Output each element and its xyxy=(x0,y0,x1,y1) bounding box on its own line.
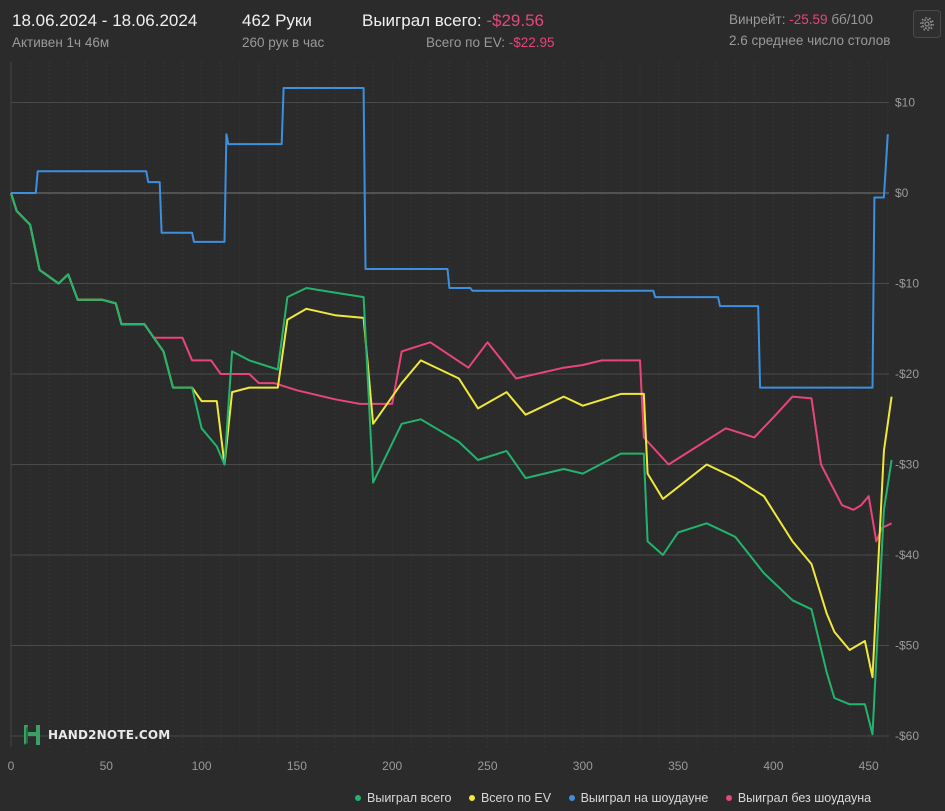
legend-won-total[interactable]: Выиграл всего xyxy=(355,791,451,805)
series-line-3 xyxy=(10,192,893,736)
legend-showdown-label: Выиграл на шоудауне xyxy=(580,791,709,805)
winrate-unit: бб/100 xyxy=(831,12,874,27)
settings-button[interactable] xyxy=(913,10,941,38)
legend-won-total-marker xyxy=(355,794,361,801)
legend-non-showdown[interactable]: Выиграл без шоудауна xyxy=(725,791,872,805)
chart-legend: Выиграл всего Всего по EV Выиграл на шоу… xyxy=(355,791,871,805)
ev-total-value: -$22.95 xyxy=(508,35,555,50)
x-tick-label: 200 xyxy=(382,759,402,773)
won-total-value: -$29.56 xyxy=(486,11,545,30)
y-tick-label: -$50 xyxy=(895,639,919,653)
y-tick-label: -$10 xyxy=(895,277,919,291)
hand2note-logo: HAND2NOTE.COM xyxy=(22,724,170,746)
won-total-label: Выиграл всего: xyxy=(362,11,482,30)
legend-showdown-marker xyxy=(568,794,575,801)
y-tick-label: -$40 xyxy=(895,548,919,562)
legend-ev-marker xyxy=(468,794,475,801)
winrate: Винрейт: -25.59 бб/100 xyxy=(729,12,873,27)
legend-ev-label: Всего по EV xyxy=(480,791,552,805)
winrate-value: -25.59 xyxy=(789,12,828,27)
x-tick-label: 150 xyxy=(287,759,307,773)
legend-won-total-label: Выиграл всего xyxy=(367,791,452,805)
x-tick-label: 0 xyxy=(8,759,15,773)
y-tick-label: -$20 xyxy=(895,367,919,381)
y-tick-label: $10 xyxy=(895,96,915,110)
legend-non-showdown-marker xyxy=(725,794,732,801)
avg-tables: 2.6 среднее число столов xyxy=(729,33,891,48)
y-tick-label: $0 xyxy=(895,186,909,200)
winrate-label: Винрейт: xyxy=(729,12,786,27)
hand2note-logo-icon xyxy=(24,725,40,745)
legend-showdown[interactable]: Выиграл на шоудауне xyxy=(568,791,709,805)
x-tick-label: 100 xyxy=(192,759,212,773)
won-total: Выиграл всего: -$29.56 xyxy=(362,11,544,31)
y-tick-label: -$30 xyxy=(895,458,919,472)
x-tick-label: 300 xyxy=(573,759,593,773)
legend-non-showdown-label: Выиграл без шоудауна xyxy=(737,791,872,805)
date-range: 18.06.2024 - 18.06.2024 xyxy=(12,11,198,30)
y-tick-label: -$60 xyxy=(895,729,919,743)
legend-ev[interactable]: Всего по EV xyxy=(468,791,552,805)
x-tick-label: 400 xyxy=(763,759,783,773)
ev-total-label: Всего по EV: xyxy=(426,35,505,50)
series-line-2 xyxy=(10,192,893,679)
gear-icon xyxy=(920,17,934,31)
hand2note-logo-text: HAND2NOTE.COM xyxy=(48,728,171,742)
hands-per-hour: 260 рук в час xyxy=(242,35,325,50)
x-tick-label: 450 xyxy=(859,759,879,773)
x-tick-label: 350 xyxy=(668,759,688,773)
x-tick-label: 250 xyxy=(477,759,497,773)
series-line-0 xyxy=(11,87,889,389)
ev-total: Всего по EV: -$22.95 xyxy=(426,35,555,50)
x-tick-label: 50 xyxy=(100,759,114,773)
active-time: Активен 1ч 46м xyxy=(12,35,110,50)
hands-count: 462 Руки xyxy=(242,11,312,30)
